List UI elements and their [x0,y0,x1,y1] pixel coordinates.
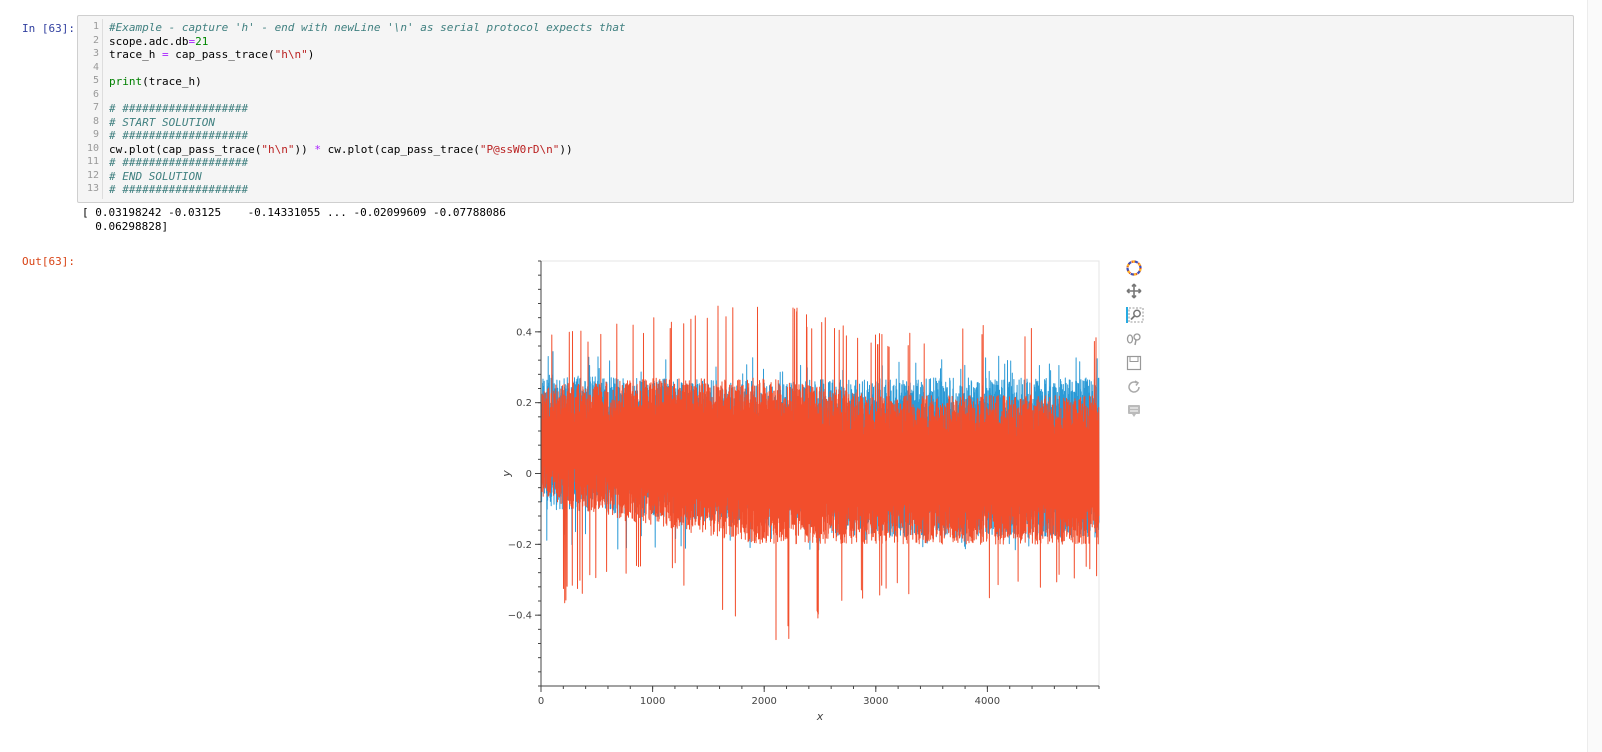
stdout-line: [ 0.03198242 -0.03125 -0.14331055 ... -0… [82,206,506,219]
wheel-zoom-icon[interactable] [1126,331,1142,347]
x-tick-label: 3000 [863,696,888,707]
code-token: scope.adc.db [109,34,189,48]
line-number: 7 [92,102,99,113]
code-line-13[interactable]: # ################### [109,183,248,197]
y-tick-label: 0.2 [516,398,532,409]
line-number: 1 [92,21,99,32]
code-string: "h\n" [274,48,308,61]
code-token: )) [559,142,573,156]
code-token: )) [294,142,315,156]
input-prompt: In [63]: [22,22,75,35]
line-number: 4 [92,61,99,73]
code-number: 21 [195,34,209,48]
code-token: (trace_h) [142,75,202,88]
x-axis-label: x [816,710,824,723]
x-tick-label: 4000 [975,696,1000,707]
stdout-output: [ 0.03198242 -0.03125 -0.14331055 ... -0… [82,206,506,234]
line-number: 8 [92,115,99,127]
output-prompt: Out[63]: [22,255,75,268]
y-tick-label: −0.2 [508,540,532,551]
line-number: 10 [86,142,99,154]
bokeh-logo-icon[interactable] [1126,260,1142,276]
code-comment: # START SOLUTION [109,115,215,129]
save-icon[interactable] [1126,355,1142,371]
code-operator: * [314,142,321,156]
plot-canvas[interactable]: 0 1000 2000 3000 4000 −0.4 −0.2 0 0.2 0.4 x y [500,258,1160,728]
code-comment: # ################### [109,183,249,196]
code-comment: # ################### [109,102,249,115]
code-comment: # ################### [109,129,249,142]
code-operator: = [188,34,196,48]
code-line-1[interactable]: #Example - capture 'h' - end with newLin… [109,21,626,35]
code-token: ) [307,48,315,61]
line-number: 13 [86,183,99,194]
line-number-gutter: 1 2 3 4 5 6 7 8 9 10 11 12 13 [78,19,103,199]
line-number: 6 [92,88,99,100]
y-axis-label: y [500,470,513,478]
pan-icon[interactable] [1126,283,1142,299]
code-line-9[interactable]: # ################### [109,129,248,143]
line-number: 9 [92,129,99,140]
line-number: 3 [92,48,99,59]
code-string: "P@ssW0rD\n" [479,142,560,156]
code-token: cw.plot(cap_pass_trace( [109,142,262,156]
code-line-5[interactable]: print(trace_h) [109,75,202,89]
code-comment: # END SOLUTION [109,169,202,183]
y-tick-label: −0.4 [508,611,532,622]
series-line-2 [540,305,1100,641]
code-keyword: print [109,75,143,88]
code-comment: # ################### [109,156,249,169]
line-number: 5 [92,75,99,86]
line-number: 2 [92,34,99,46]
code-line-7[interactable]: # ################### [109,102,248,116]
x-tick-label: 1000 [640,696,665,707]
box-zoom-icon[interactable] [1126,307,1144,323]
code-token: cw.plot(cap_pass_trace( [320,142,480,156]
code-line-3[interactable]: trace_h = cap_pass_trace("h\n") [109,48,314,62]
x-tick-label: 2000 [751,696,776,707]
stdout-line: 0.06298828] [82,220,169,233]
code-line-10[interactable]: cw.plot(cap_pass_trace("h\n")) * cw.plot… [109,143,573,157]
y-tick-label: 0 [526,469,532,480]
code-line-12[interactable]: # END SOLUTION [109,170,202,184]
line-number: 11 [86,156,99,167]
code-line-11[interactable]: # ################### [109,156,248,170]
reset-icon[interactable] [1126,379,1142,395]
y-tick-label: 0.4 [516,327,532,338]
code-comment: #Example - capture 'h' - end with newLin… [109,21,626,34]
bokeh-plot[interactable]: 0 1000 2000 3000 4000 −0.4 −0.2 0 0.2 0.4 x y [500,258,1160,728]
x-tick-label: 0 [538,696,544,707]
code-token: trace_h [109,48,162,61]
plot-toolbar [1123,258,1145,428]
code-line-8[interactable]: # START SOLUTION [109,116,215,130]
code-operator: = [161,48,169,61]
code-line-2[interactable]: scope.adc.db=21 [109,35,208,49]
code-token: cap_pass_trace( [168,48,275,61]
notebook-scrollbar[interactable] [1587,0,1602,752]
line-number: 12 [86,169,99,181]
code-cell-editor[interactable]: 1 2 3 4 5 6 7 8 9 10 11 12 13 #Example -… [77,15,1574,203]
code-string: "h\n" [261,142,295,156]
hover-icon[interactable] [1126,403,1142,419]
